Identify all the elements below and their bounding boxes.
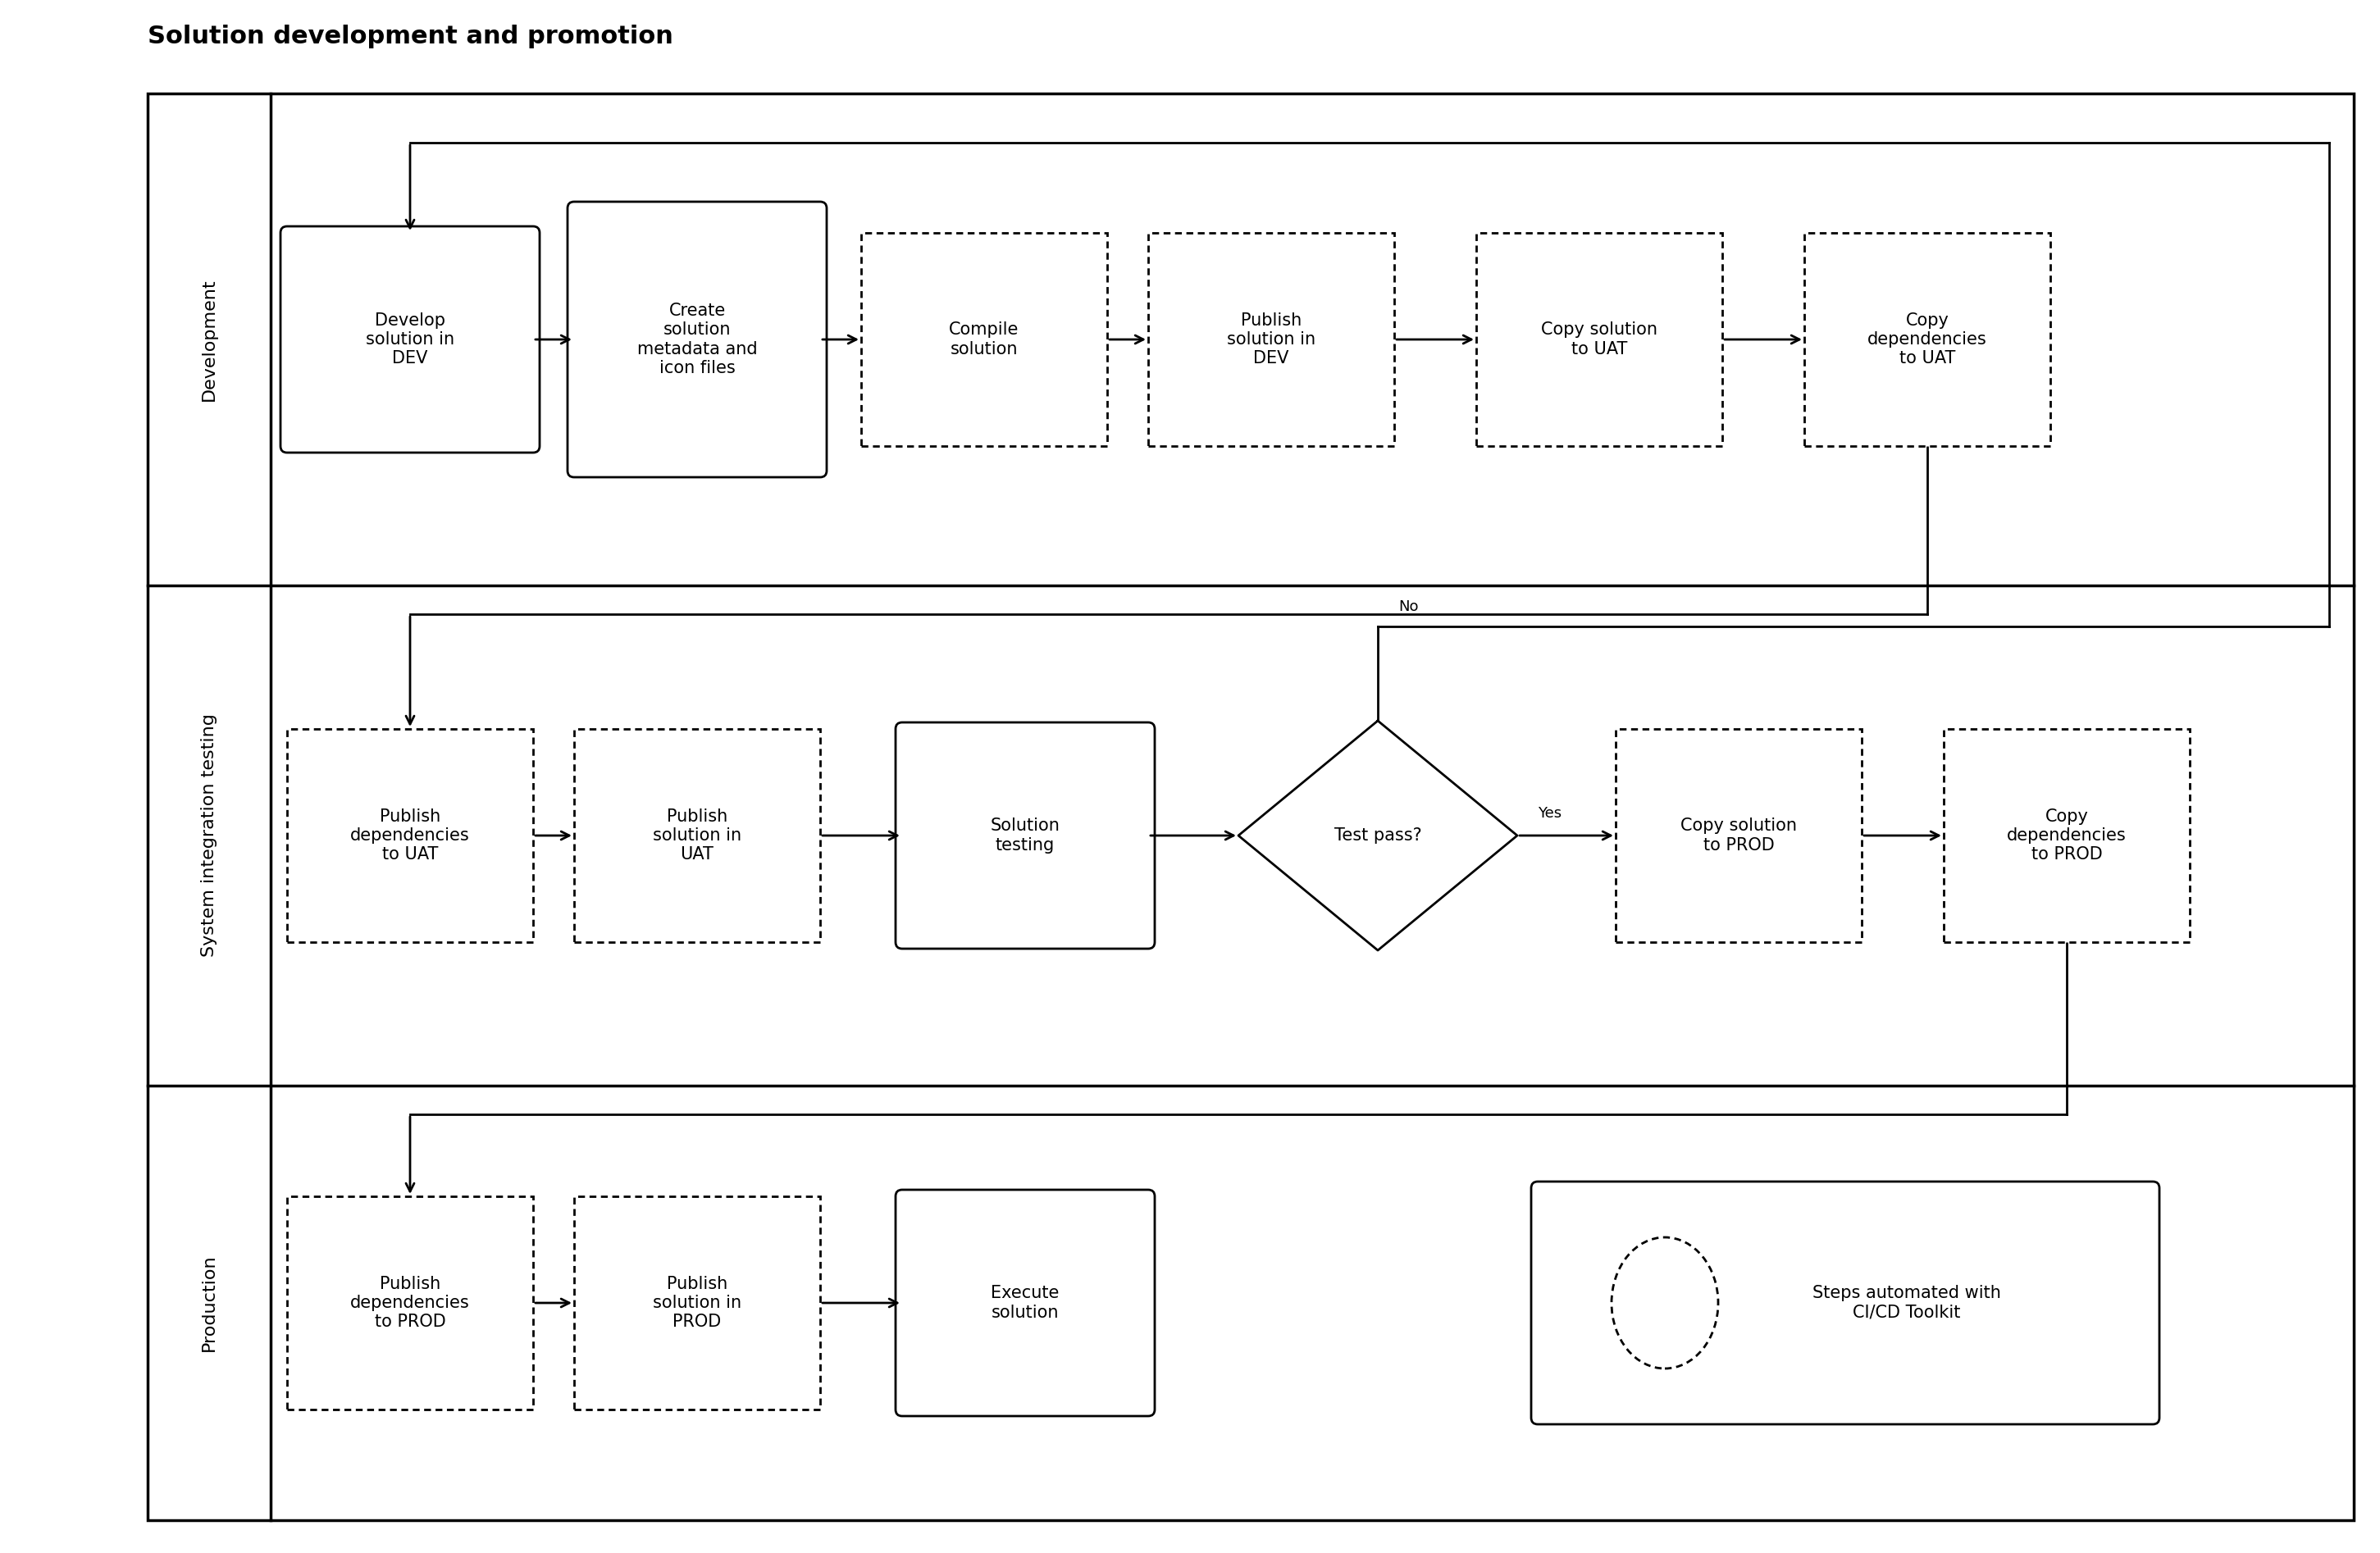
Text: Development: Development bbox=[200, 278, 217, 401]
Text: Execute
solution: Execute solution bbox=[990, 1286, 1059, 1320]
FancyBboxPatch shape bbox=[288, 728, 533, 943]
Text: Publish
solution in
DEV: Publish solution in DEV bbox=[1226, 312, 1316, 367]
Text: Production: Production bbox=[200, 1255, 217, 1351]
FancyBboxPatch shape bbox=[574, 728, 821, 943]
Text: Steps automated with
CI/CD Toolkit: Steps automated with CI/CD Toolkit bbox=[1814, 1286, 2002, 1320]
FancyBboxPatch shape bbox=[1476, 233, 1723, 446]
Text: Copy
dependencies
to PROD: Copy dependencies to PROD bbox=[2006, 808, 2125, 863]
Text: Yes: Yes bbox=[1537, 806, 1561, 822]
Ellipse shape bbox=[1611, 1238, 1718, 1368]
Text: Solution
testing: Solution testing bbox=[990, 818, 1059, 853]
Text: Publish
dependencies
to UAT: Publish dependencies to UAT bbox=[350, 808, 469, 863]
Text: Publish
dependencies
to PROD: Publish dependencies to PROD bbox=[350, 1275, 469, 1329]
Text: Develop
solution in
DEV: Develop solution in DEV bbox=[367, 312, 455, 367]
FancyBboxPatch shape bbox=[895, 722, 1154, 949]
FancyBboxPatch shape bbox=[574, 1196, 821, 1410]
Polygon shape bbox=[1238, 721, 1516, 950]
FancyBboxPatch shape bbox=[1944, 728, 2190, 943]
FancyBboxPatch shape bbox=[895, 1190, 1154, 1416]
Text: Create
solution
metadata and
icon files: Create solution metadata and icon files bbox=[638, 303, 757, 376]
Text: Test pass?: Test pass? bbox=[1335, 828, 1421, 843]
Text: Publish
solution in
PROD: Publish solution in PROD bbox=[652, 1275, 743, 1329]
Text: No: No bbox=[1399, 599, 1418, 613]
FancyBboxPatch shape bbox=[1530, 1182, 2159, 1424]
Text: System integration testing: System integration testing bbox=[200, 714, 217, 957]
Text: Copy solution
to UAT: Copy solution to UAT bbox=[1540, 321, 1656, 357]
Text: Solution development and promotion: Solution development and promotion bbox=[148, 25, 674, 48]
FancyBboxPatch shape bbox=[1616, 728, 1861, 943]
Text: Publish
solution in
UAT: Publish solution in UAT bbox=[652, 808, 743, 863]
FancyBboxPatch shape bbox=[862, 233, 1107, 446]
FancyBboxPatch shape bbox=[281, 227, 540, 452]
FancyBboxPatch shape bbox=[1147, 233, 1395, 446]
Text: Copy solution
to PROD: Copy solution to PROD bbox=[1680, 818, 1797, 853]
FancyBboxPatch shape bbox=[1804, 233, 2049, 446]
FancyBboxPatch shape bbox=[288, 1196, 533, 1410]
Text: Compile
solution: Compile solution bbox=[950, 321, 1019, 357]
FancyBboxPatch shape bbox=[566, 202, 826, 477]
Text: Copy
dependencies
to UAT: Copy dependencies to UAT bbox=[1868, 312, 1987, 367]
